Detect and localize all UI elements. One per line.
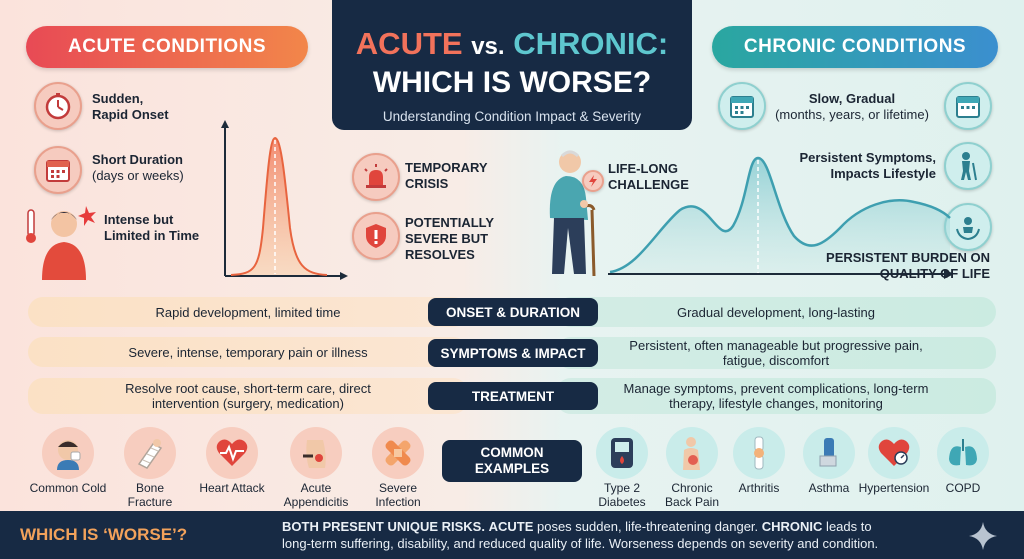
alarm-icon <box>352 153 400 201</box>
example-severe-infection: Severe Infection <box>375 481 421 509</box>
conclusion-bar: WHICH IS ‘WORSE’? BOTH PRESENT UNIQUE RI… <box>0 511 1024 559</box>
elderly-walker-icon <box>944 142 992 190</box>
acute-feature-duration: Short Duration (days or weeks) <box>92 152 184 183</box>
chronic-feature-onset: Slow, Gradual (months, years, or lifetime… <box>775 91 929 122</box>
acute-severity-curve <box>221 120 348 280</box>
heart-pulse-icon <box>206 427 258 479</box>
callout-lifelong-challenge: LIFE-LONG CHALLENGE <box>608 161 689 192</box>
chronic-conditions-header: CHRONIC CONDITIONS <box>712 26 998 68</box>
callout-persistent-burden: PERSISTENT BURDEN ON QUALITY OF LIFE <box>826 250 990 281</box>
row-symptoms-chronic: Persistent, often manageable but progres… <box>556 337 996 369</box>
common-examples-label: COMMON EXAMPLES <box>442 440 582 482</box>
row-onset-topic: ONSET & DURATION <box>428 298 598 326</box>
title-vs: vs. <box>471 33 505 60</box>
pain-bolt-icon <box>582 170 604 192</box>
calendar-icon <box>944 82 992 130</box>
chronic-feature-persistent: Persistent Symptoms, Impacts Lifestyle <box>799 150 936 181</box>
acute-feature-onset: Sudden, Rapid Onset <box>92 91 169 122</box>
callout-temporary-crisis: TEMPORARY CRISIS <box>405 160 488 191</box>
example-copd: COPD <box>945 481 981 495</box>
lungs-icon <box>937 427 989 479</box>
page-subtitle: Understanding Condition Impact & Severit… <box>382 109 642 124</box>
title-chronic: CHRONIC: <box>513 26 669 61</box>
fever-person-icon <box>26 200 96 280</box>
example-arthritis: Arthritis <box>738 481 780 495</box>
knee-joint-icon <box>733 427 785 479</box>
example-asthma: Asthma <box>808 481 850 495</box>
example-hypertension: Hypertension <box>858 481 930 495</box>
shield-alert-icon <box>352 212 400 260</box>
sneezing-icon <box>42 427 94 479</box>
callout-severe-resolves: POTENTIALLY SEVERE BUT RESOLVES <box>405 215 495 262</box>
calendar-icon <box>34 146 82 194</box>
caring-hands-icon <box>944 203 992 251</box>
acute-conditions-header: ACUTE CONDITIONS <box>26 26 308 68</box>
page-title: ACUTE vs. CHRONIC: <box>332 26 692 65</box>
stopwatch-icon <box>34 82 82 130</box>
cast-arm-icon <box>124 427 176 479</box>
example-bone-fracture: Bone Fracture <box>127 481 173 509</box>
sparkle-icon <box>969 522 997 550</box>
example-common-cold: Common Cold <box>29 481 107 495</box>
row-symptoms-topic: SYMPTOMS & IMPACT <box>428 339 598 367</box>
row-treatment-acute: Resolve root cause, short-term care, dir… <box>28 378 468 414</box>
back-pain-icon <box>666 427 718 479</box>
chronic-severity-curve <box>608 156 954 279</box>
conclusion-text: BOTH PRESENT UNIQUE RISKS. ACUTE poses s… <box>282 519 879 551</box>
calendar-icon <box>718 82 766 130</box>
elderly-person-icon <box>536 148 606 278</box>
example-acute-appendicitis: Acute Appendicitis <box>283 481 349 509</box>
row-symptoms-acute: Severe, intense, temporary pain or illne… <box>28 337 468 367</box>
glucose-meter-icon <box>596 427 648 479</box>
title-acute: ACUTE <box>355 26 463 61</box>
abdomen-icon <box>290 427 342 479</box>
row-onset-acute: Rapid development, limited time <box>28 297 468 327</box>
example-type-2-diabetes: Type 2 Diabetes <box>598 481 646 509</box>
row-treatment-chronic: Manage symptoms, prevent complications, … <box>556 378 996 414</box>
row-onset-chronic: Gradual development, long-lasting <box>556 297 996 327</box>
acute-feature-intense: Intense but Limited in Time <box>104 212 200 243</box>
example-heart-attack: Heart Attack <box>199 481 265 495</box>
conclusion-question: WHICH IS ‘WORSE’? <box>20 525 188 544</box>
bandage-icon <box>372 427 424 479</box>
blood-pressure-icon <box>868 427 920 479</box>
row-treatment-topic: TREATMENT <box>428 382 598 410</box>
title-panel: ACUTE vs. CHRONIC: WHICH IS WORSE? Under… <box>332 0 692 130</box>
example-chronic-back-pain: Chronic Back Pain <box>664 481 720 509</box>
page-title-line2: WHICH IS WORSE? <box>372 66 652 99</box>
inhaler-icon <box>803 427 855 479</box>
